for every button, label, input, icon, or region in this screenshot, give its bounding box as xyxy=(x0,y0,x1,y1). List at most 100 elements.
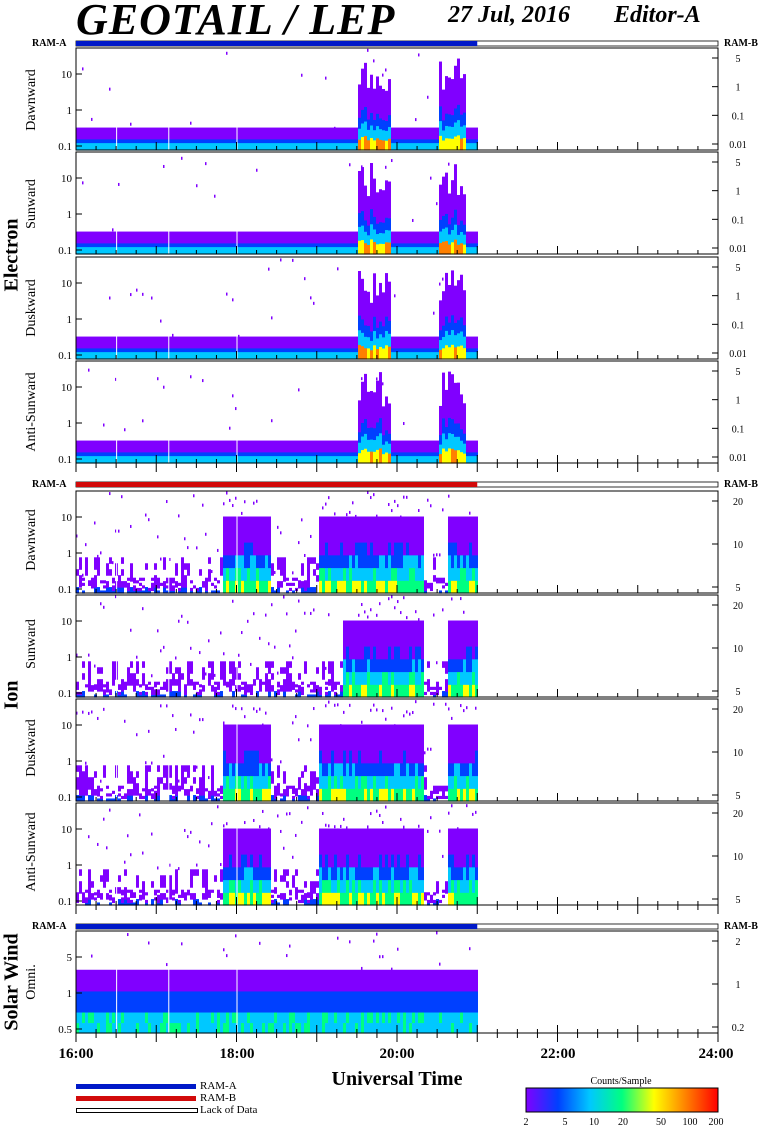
spectrogram-cell xyxy=(76,440,79,445)
spectrogram-cell xyxy=(436,451,439,457)
spectrogram-cell xyxy=(151,788,154,792)
spectrogram-cell xyxy=(214,239,217,244)
spectrogram-cell xyxy=(448,567,451,581)
spectrogram-cell xyxy=(157,239,160,244)
spectrogram-cell xyxy=(112,455,115,460)
spectrogram-cell xyxy=(400,580,403,594)
spectrogram-cell xyxy=(463,313,466,326)
spectrogram-cell xyxy=(208,661,211,668)
spectrogram-cell xyxy=(472,516,475,530)
spectrogram-cell xyxy=(205,146,208,151)
spectrogram-cell xyxy=(295,242,298,248)
spectrogram-cell xyxy=(226,351,229,356)
spectrogram-cell xyxy=(127,777,130,784)
spectrogram-cell xyxy=(280,242,283,248)
spectrogram-cell xyxy=(211,444,214,449)
spectrogram-cell xyxy=(469,355,472,360)
spectrogram-cell xyxy=(109,235,112,240)
spectrogram-cell xyxy=(286,673,289,680)
spectrogram-cell xyxy=(442,417,445,434)
spectrogram-cell xyxy=(163,694,166,698)
spectrogram-cell xyxy=(406,542,409,556)
spectrogram-cell xyxy=(94,142,97,147)
spectrogram-cell xyxy=(148,351,151,356)
spectrogram-cell xyxy=(445,226,448,242)
spectrogram-cell xyxy=(364,208,367,221)
spectrogram-cell xyxy=(262,355,265,360)
spectrogram-cell xyxy=(421,567,424,581)
spectrogram-cell xyxy=(394,455,397,460)
spectrogram-cell xyxy=(361,633,364,647)
spectrogram-cell xyxy=(145,250,148,255)
spectrogram-cell xyxy=(151,587,154,592)
spectrogram-cell xyxy=(274,340,277,345)
spectrogram-cell xyxy=(103,146,106,151)
spectrogram-cell xyxy=(214,146,217,151)
spectrogram-cell xyxy=(97,344,100,349)
spectrogram-cell xyxy=(172,440,175,445)
spectrogram-cell xyxy=(343,142,346,147)
spectrogram-cell xyxy=(229,440,232,445)
spectrogram-cell xyxy=(79,789,82,796)
spectrogram-cell xyxy=(142,246,145,251)
spectrogram-cell xyxy=(253,679,256,686)
spectrogram-cell xyxy=(298,444,301,449)
spectrogram-cell xyxy=(127,127,130,132)
spectrogram-cell xyxy=(466,451,469,457)
spectrogram-cell xyxy=(241,127,244,132)
spectrogram-cell xyxy=(208,444,211,449)
spectrogram-cell xyxy=(166,585,169,589)
spectrogram-cell xyxy=(187,563,190,570)
spectrogram-cell xyxy=(424,448,427,453)
spectrogram-cell xyxy=(145,336,148,341)
spectrogram-cell xyxy=(439,196,442,209)
spectrogram-cell xyxy=(340,246,343,251)
spectrogram-cell xyxy=(154,127,157,132)
spectrogram-cell xyxy=(433,340,436,345)
spectrogram-cell xyxy=(463,74,466,88)
spectrogram-cell xyxy=(241,250,244,255)
spectrogram-cell xyxy=(100,242,103,248)
spectrogram-cell xyxy=(121,557,124,564)
spectrogram-cell xyxy=(121,242,124,248)
spectrogram-cell xyxy=(292,231,295,236)
spectrogram-cell xyxy=(118,231,121,236)
spectrogram-cell xyxy=(181,347,184,353)
spectrogram-speckle xyxy=(82,710,84,714)
spectrogram-cell xyxy=(205,239,208,244)
spectrogram-cell xyxy=(319,455,322,460)
spectrogram-cell xyxy=(88,131,91,136)
spectrogram-cell xyxy=(415,231,418,236)
spectrogram-cell xyxy=(274,355,277,360)
spectrogram-cell xyxy=(412,347,415,353)
spectrogram-cell xyxy=(421,239,424,244)
spectrogram-cell xyxy=(295,239,298,244)
spectrogram-cell xyxy=(316,242,319,248)
spectrogram-cell xyxy=(253,455,256,460)
spectrogram-cell xyxy=(448,213,451,225)
spectrogram-cell xyxy=(133,587,136,592)
spectrogram-cell xyxy=(151,686,154,690)
spectrogram-cell xyxy=(175,581,178,588)
spectrogram-cell xyxy=(220,250,223,255)
spectrogram-cell xyxy=(97,793,100,797)
y-tick-label: 0.1 xyxy=(58,584,72,596)
spectrogram-cell xyxy=(82,795,85,802)
spectrogram-speckle xyxy=(313,301,315,305)
spectrogram-cell xyxy=(403,448,406,453)
spectrogram-cell xyxy=(214,242,217,248)
spectrogram-cell xyxy=(289,347,292,353)
spectrogram-cell xyxy=(433,242,436,248)
spectrogram-cell xyxy=(145,684,148,688)
spectrogram-cell xyxy=(475,250,478,255)
spectrogram-cell xyxy=(295,440,298,445)
spectrogram-cell xyxy=(460,208,463,221)
spectrogram-cell xyxy=(286,451,289,457)
spectrogram-cell xyxy=(427,135,430,140)
spectrogram-cell xyxy=(157,351,160,356)
spectrogram-cell xyxy=(391,444,394,449)
spectrogram-cell xyxy=(367,234,370,245)
spectrogram-cell xyxy=(208,347,211,353)
spectrogram-cell xyxy=(373,88,376,100)
spectrogram-cell xyxy=(466,347,469,353)
